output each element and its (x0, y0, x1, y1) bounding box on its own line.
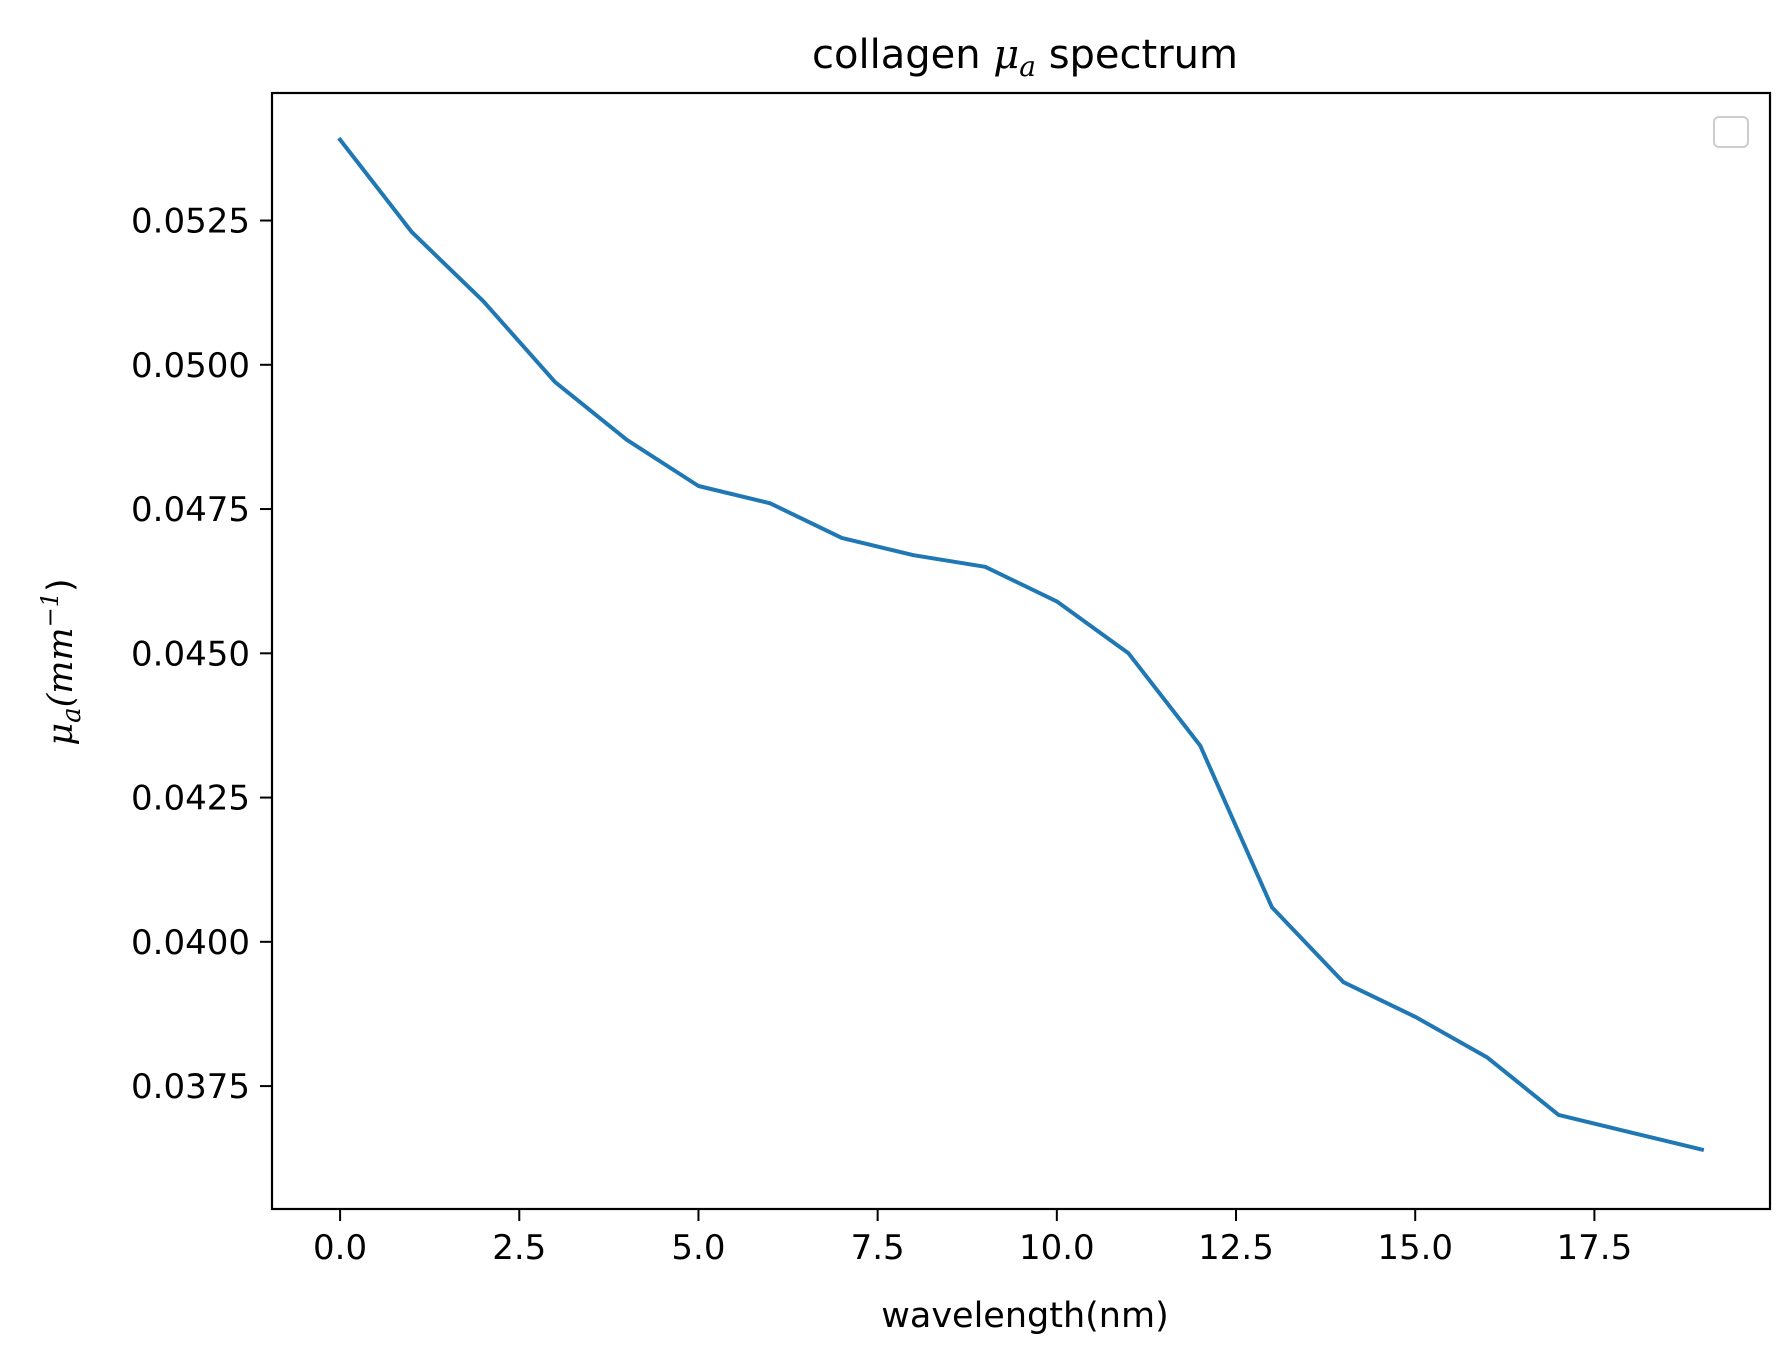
y-axis-label: μa(mm−1) (36, 578, 87, 745)
y-tick-label: 0.0375 (131, 1067, 250, 1107)
legend-box (1713, 116, 1749, 148)
series-layer (337, 136, 1705, 1153)
y-axis-label-subscript: a (57, 707, 87, 723)
x-tick-label: 17.5 (1557, 1228, 1633, 1268)
y-axis: 0.0375 0.0400 0.0425 0.0450 0.0475 0.0500 0.05… (131, 202, 272, 1107)
x-axis-label: wavelength(nm) (881, 1296, 1168, 1336)
chart-title: collagen μa spectrum (812, 32, 1238, 83)
x-tick-label: 5.0 (671, 1228, 725, 1268)
chart-title-suffix: spectrum (1036, 32, 1238, 78)
x-tick-label: 15.0 (1377, 1228, 1453, 1268)
y-axis-label-unit-close: ) (41, 578, 81, 592)
x-tick-label: 0.0 (313, 1228, 367, 1268)
y-axis-label-unit-sup: −1 (36, 592, 64, 627)
y-tick-label: 0.0525 (131, 202, 250, 242)
chart-title-symbol: μ (993, 32, 1019, 78)
x-tick-label: 12.5 (1198, 1228, 1274, 1268)
x-tick-label: 10.0 (1019, 1228, 1095, 1268)
x-tick-label: 7.5 (851, 1228, 905, 1268)
x-tick-label: 2.5 (492, 1228, 546, 1268)
y-tick-label: 0.0400 (131, 923, 250, 963)
y-tick-label: 0.0500 (131, 346, 250, 386)
chart-title-prefix: collagen (812, 32, 993, 78)
y-axis-label-unit-open: (mm (41, 627, 81, 707)
x-axis: 0.0 2.5 5.0 7.5 10.0 12.5 15.0 17.5 (313, 1209, 1632, 1268)
series-line-0 (337, 136, 1705, 1153)
y-tick-label: 0.0450 (131, 634, 250, 674)
y-tick-label: 0.0425 (131, 779, 250, 819)
chart-title-subscript: a (1019, 50, 1036, 83)
y-tick-label: 0.0475 (131, 490, 250, 530)
plot-frame (270, 91, 1772, 1211)
y-axis-label-symbol: μ (41, 723, 81, 746)
